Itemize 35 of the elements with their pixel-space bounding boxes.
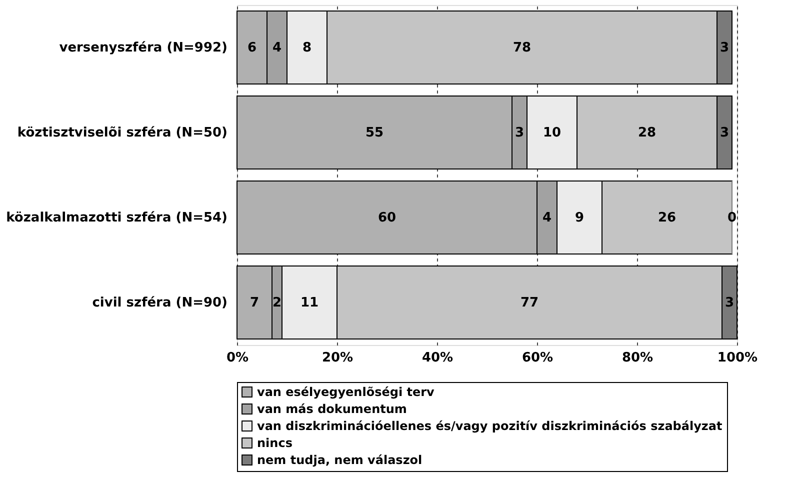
data-label: 60 bbox=[378, 210, 396, 226]
data-label: 3 bbox=[724, 296, 734, 310]
x-tick-label: 0% bbox=[226, 350, 249, 366]
legend-label: van más dokumentum bbox=[257, 402, 407, 416]
data-label: 26 bbox=[658, 210, 676, 226]
legend-label: van esélyegyenlõségi terv bbox=[257, 385, 435, 399]
x-tick-label: 40% bbox=[422, 350, 454, 366]
legend-label: van diszkriminációellenes és/vagy pozitív diszkriminációs szabályzat bbox=[257, 419, 722, 433]
legend-label: nem tudja, nem válaszol bbox=[257, 453, 422, 467]
data-label: 2 bbox=[272, 296, 282, 310]
data-label: 10 bbox=[542, 126, 562, 140]
data-label: 9 bbox=[574, 210, 584, 226]
y-tick-label: civil szféra (N=90) bbox=[92, 296, 228, 310]
y-tick-label: versenyszféra (N=992) bbox=[59, 40, 228, 56]
data-label: 8 bbox=[302, 40, 312, 56]
y-tick-label: köztisztviselõi szféra (N=50) bbox=[17, 126, 228, 140]
data-label: 7 bbox=[250, 296, 260, 310]
data-label: 55 bbox=[365, 126, 384, 140]
x-tick-label: 80% bbox=[622, 350, 654, 366]
data-label: 77 bbox=[520, 296, 539, 310]
y-tick-label: közalkalmazotti szféra (N=54) bbox=[6, 210, 228, 226]
data-label: 4 bbox=[272, 40, 282, 56]
data-label: 78 bbox=[512, 40, 532, 56]
data-label: 4 bbox=[542, 210, 552, 226]
data-label: 11 bbox=[300, 296, 319, 310]
data-label: 3 bbox=[720, 40, 730, 56]
data-label: 6 bbox=[247, 40, 257, 56]
data-label: 28 bbox=[638, 126, 656, 140]
data-label: 3 bbox=[514, 126, 524, 140]
x-tick-label: 60% bbox=[522, 350, 554, 366]
data-label: 3 bbox=[720, 126, 730, 140]
data-label: 0 bbox=[727, 210, 737, 226]
x-tick-label: 20% bbox=[322, 350, 354, 366]
legend-label: nincs bbox=[257, 436, 292, 450]
x-tick-label: 100% bbox=[717, 350, 758, 366]
